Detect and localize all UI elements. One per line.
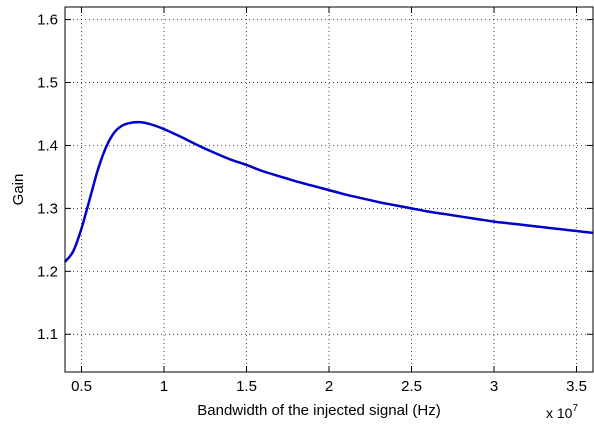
x-tick-label: 3.5 <box>566 378 587 395</box>
y-tick-label: 1.2 <box>37 263 58 280</box>
x-multiplier-base: x 10 <box>546 405 573 421</box>
y-tick-label: 1.1 <box>37 326 58 343</box>
y-tick-label: 1.6 <box>37 12 58 29</box>
x-axis-label: Bandwidth of the injected signal (Hz) <box>197 402 440 419</box>
x-axis-multiplier: x 107 <box>546 403 578 421</box>
gain-series-line <box>64 120 594 263</box>
tick-labels: 0.5 1 1.5 2 2.5 3 3.5 1.1 1.2 1.3 1.4 1.5 1.6 <box>37 12 587 395</box>
y-tick-label: 1.4 <box>37 137 58 154</box>
y-tick-label: 1.5 <box>37 75 58 92</box>
x-tick-label: 2.5 <box>401 378 422 395</box>
x-tick-label: 3 <box>490 378 498 395</box>
x-multiplier-exponent: 7 <box>572 403 578 414</box>
x-tick-label: 2 <box>325 378 333 395</box>
grid-lines <box>65 7 593 372</box>
x-tick-label: 1.5 <box>236 378 257 395</box>
y-tick-label: 1.3 <box>37 200 58 217</box>
x-tick-label: 1 <box>160 378 168 395</box>
x-tick-label: 0.5 <box>71 378 92 395</box>
axis-ticks <box>65 7 593 372</box>
series-layer <box>64 120 594 263</box>
y-axis-label: Gain <box>10 174 27 206</box>
